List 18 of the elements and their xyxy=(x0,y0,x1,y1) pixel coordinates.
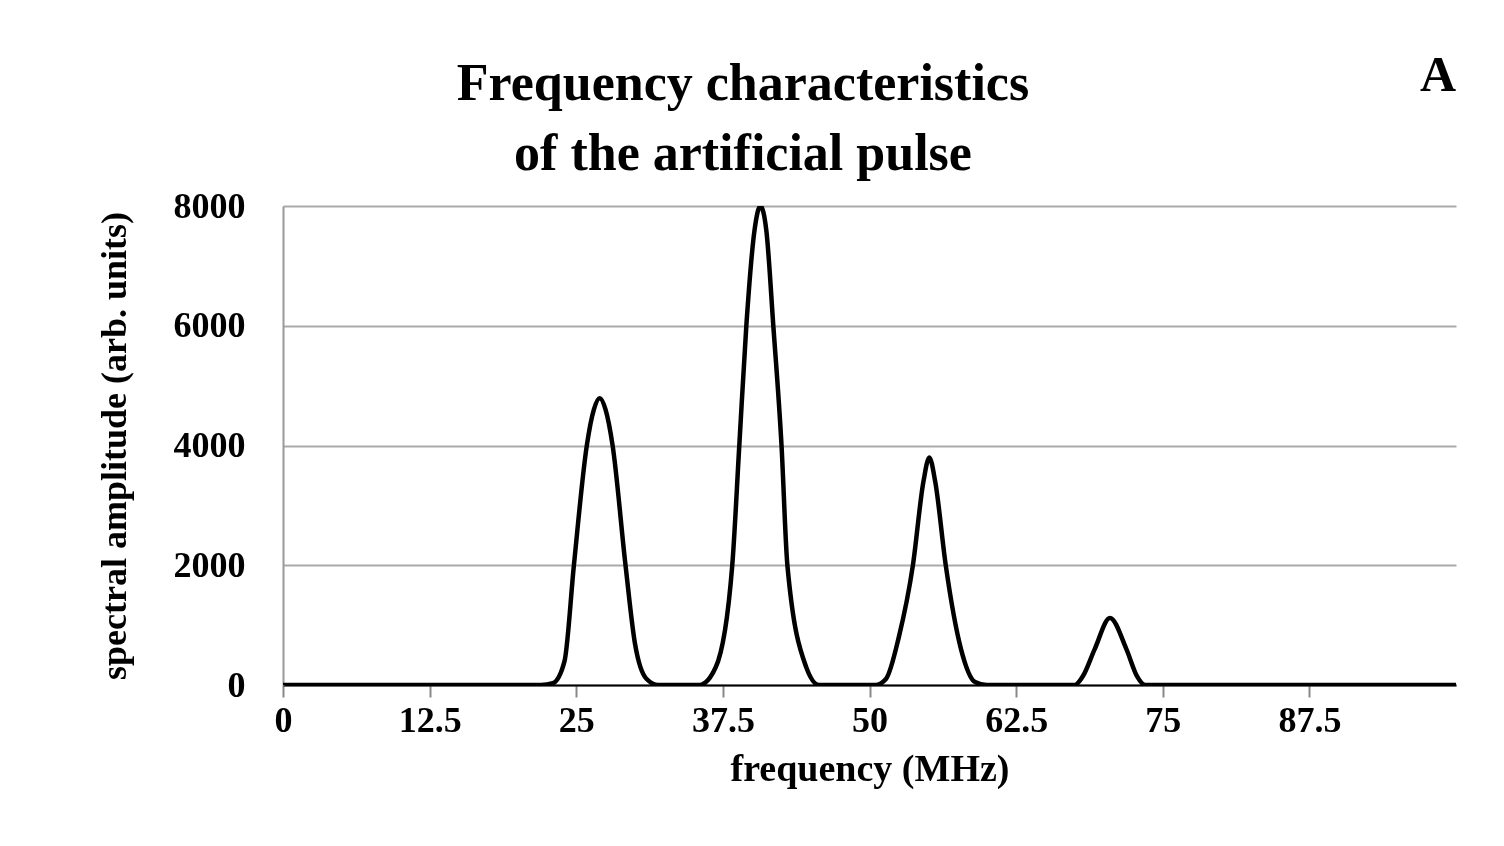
y-tick-label: 4000 xyxy=(173,425,246,465)
y-tick-label: 6000 xyxy=(173,305,246,346)
x-tick-label: 87.5 xyxy=(1278,699,1342,740)
text: of the artificial pulse xyxy=(514,124,972,181)
x-tick-label: 37.5 xyxy=(691,699,755,740)
y-tick-label: 2000 xyxy=(173,544,246,585)
x-tick-label: 12.5 xyxy=(398,699,462,740)
y-tick-label: 8000 xyxy=(173,185,246,226)
x-axis-title: frequency (MHz) xyxy=(730,746,1010,790)
text: A xyxy=(1419,46,1457,102)
x-tick-label: 62.5 xyxy=(985,699,1049,740)
y-axis-title: spectral amplitude (arb. units) xyxy=(93,212,134,680)
x-tick-label: 50 xyxy=(852,699,888,740)
x-tick-label: 0 xyxy=(274,699,293,740)
x-tick-label: 25 xyxy=(558,699,595,740)
y-tick-label: 0 xyxy=(227,664,246,705)
text: Frequency characteristics xyxy=(456,54,1030,111)
x-tick-label: 75 xyxy=(1145,699,1182,740)
